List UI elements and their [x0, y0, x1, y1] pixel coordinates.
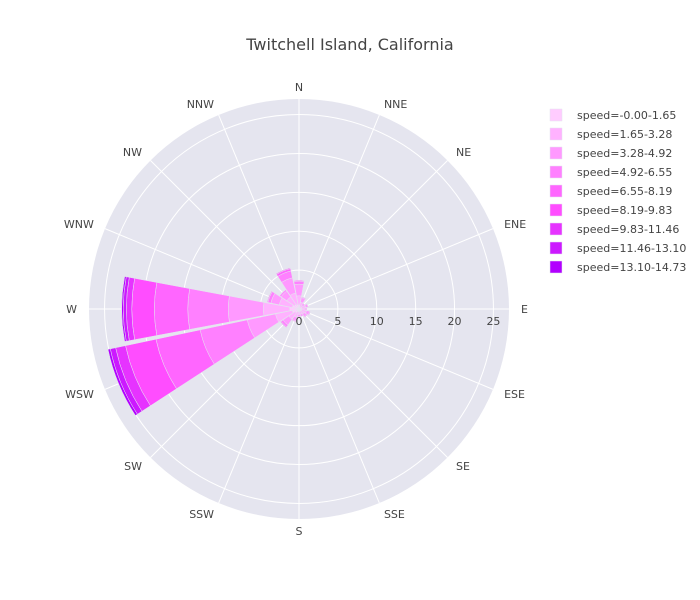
angular-gridline	[298, 228, 494, 310]
wind-bar-segment	[304, 307, 308, 311]
angular-gridline	[298, 308, 448, 458]
angular-tick-label: N	[295, 81, 303, 94]
angular-tick-label: WNW	[64, 218, 94, 231]
angular-gridline	[104, 228, 300, 310]
wind-bar-segment	[293, 280, 305, 285]
radial-tick-label: 10	[370, 315, 384, 328]
legend-swatch[interactable]	[549, 146, 563, 160]
wind-bar-segment	[303, 313, 308, 318]
angular-tick-label: S	[296, 525, 303, 538]
radial-tick-label: 5	[334, 315, 341, 328]
legend-label[interactable]: speed=3.28-4.92	[577, 147, 672, 160]
legend-swatch[interactable]	[549, 165, 563, 179]
legend-swatch[interactable]	[549, 108, 563, 122]
legend-label[interactable]: speed=11.46-13.10	[577, 242, 686, 255]
angular-gridline	[150, 160, 300, 310]
wind-bar-segment	[280, 320, 288, 328]
bars-group	[107, 267, 311, 416]
legend-swatch[interactable]	[549, 127, 563, 141]
angular-tick-label: WSW	[65, 388, 94, 401]
angular-gridline	[298, 160, 448, 310]
polar-plot-area: N NNE NE ENE E ESE SE SSE S SSW SW WSW W WNW NW NNW 0 5 10…	[64, 81, 528, 538]
wind-bar-segment	[293, 279, 305, 282]
angular-tick-label: NNE	[384, 98, 407, 111]
angular-gridline	[218, 308, 300, 504]
wind-bar-segment	[121, 276, 127, 342]
angular-gridline	[150, 308, 300, 458]
angular-tick-label: NNW	[187, 98, 214, 111]
angular-tick-label: ENE	[504, 218, 526, 231]
angular-tick-label: SW	[124, 460, 142, 473]
wind-bar-segment	[275, 267, 291, 275]
radial-tick-label: 0	[296, 315, 303, 328]
angular-gridline	[298, 114, 380, 310]
angular-tick-label: NW	[123, 146, 142, 159]
angular-tick-label: ESE	[504, 388, 525, 401]
angular-tick-label: E	[521, 303, 528, 316]
legend-label[interactable]: speed=-0.00-1.65	[577, 109, 676, 122]
legend-swatch[interactable]	[549, 241, 563, 255]
legend-label[interactable]: speed=8.19-9.83	[577, 204, 672, 217]
wind-bar-segment	[307, 310, 311, 316]
angular-tick-label: W	[66, 303, 77, 316]
radial-tick-label: 25	[486, 315, 500, 328]
legend-swatch[interactable]	[549, 260, 563, 274]
wind-bar-segment	[304, 303, 309, 308]
radial-tick-label: 20	[448, 315, 462, 328]
angular-tick-label: SE	[456, 460, 470, 473]
wind-bar-segment	[107, 348, 138, 416]
angular-tick-label: NE	[456, 146, 471, 159]
angular-gridline	[298, 308, 494, 390]
wind-bar-segment	[154, 282, 190, 336]
radial-tick-label: 15	[409, 315, 423, 328]
wind-bar-segment	[279, 289, 288, 298]
wind-bar-segment	[266, 290, 273, 303]
legend-label[interactable]: speed=1.65-3.28	[577, 128, 672, 141]
legend: speed=-0.00-1.65 speed=1.65-3.28 speed=3.2…	[549, 108, 686, 274]
angular-tick-label: SSW	[189, 508, 214, 521]
angular-tick-label: SSE	[384, 508, 405, 521]
legend-swatch[interactable]	[549, 203, 563, 217]
legend-label[interactable]: speed=6.55-8.19	[577, 185, 672, 198]
angular-gridline	[298, 308, 380, 504]
chart-title: Twitchell Island, California	[245, 35, 453, 54]
wind-bar-segment	[187, 288, 230, 330]
legend-label[interactable]: speed=4.92-6.55	[577, 166, 672, 179]
wind-bar-segment	[301, 296, 307, 300]
legend-swatch[interactable]	[549, 222, 563, 236]
wind-bar-segment	[291, 319, 297, 323]
legend-label[interactable]: speed=9.83-11.46	[577, 223, 679, 236]
wind-bar-segment	[131, 278, 158, 340]
legend-label[interactable]: speed=13.10-14.73	[577, 261, 686, 274]
legend-swatch[interactable]	[549, 184, 563, 198]
